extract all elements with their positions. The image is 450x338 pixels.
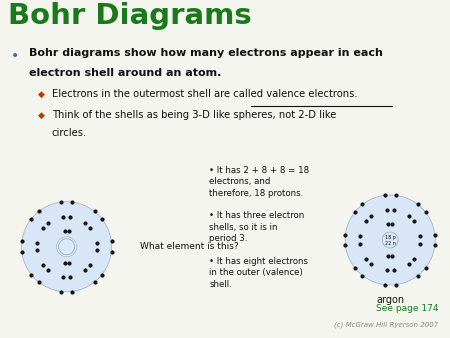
Circle shape bbox=[36, 217, 97, 277]
Text: 18 p: 18 p bbox=[385, 236, 396, 240]
Text: Bohr Diagrams: Bohr Diagrams bbox=[8, 2, 252, 30]
Text: • It has 2 + 8 + 8 = 18
electrons, and
therefore, 18 protons.: • It has 2 + 8 + 8 = 18 electrons, and t… bbox=[209, 166, 310, 197]
Circle shape bbox=[382, 232, 398, 248]
Circle shape bbox=[374, 224, 406, 256]
Text: 22 n: 22 n bbox=[385, 241, 396, 246]
Circle shape bbox=[22, 202, 112, 292]
Text: Bohr diagrams show how many electrons appear in each: Bohr diagrams show how many electrons ap… bbox=[29, 48, 383, 58]
Text: See page 174: See page 174 bbox=[376, 304, 439, 313]
Text: Think of the shells as being 3-D like spheres, not 2-D like: Think of the shells as being 3-D like sp… bbox=[52, 110, 336, 120]
Circle shape bbox=[345, 195, 435, 285]
Text: Electrons in the outermost shell are called valence electrons.: Electrons in the outermost shell are cal… bbox=[52, 89, 357, 99]
Text: circles.: circles. bbox=[52, 128, 87, 138]
Text: •: • bbox=[11, 49, 19, 63]
Text: • It has eight electrons
in the outer (valence)
shell.: • It has eight electrons in the outer (v… bbox=[209, 257, 308, 289]
Text: • It has three electron
shells, so it is in
period 3.: • It has three electron shells, so it is… bbox=[209, 211, 305, 243]
Circle shape bbox=[50, 231, 83, 263]
Circle shape bbox=[360, 210, 420, 270]
Circle shape bbox=[57, 237, 76, 257]
Text: electron shell around an atom.: electron shell around an atom. bbox=[29, 68, 221, 78]
Circle shape bbox=[58, 239, 75, 255]
Text: What element is this?: What element is this? bbox=[140, 242, 238, 251]
Text: ◆: ◆ bbox=[38, 111, 45, 120]
Text: (c) McGraw Hill Ryerson 2007: (c) McGraw Hill Ryerson 2007 bbox=[334, 321, 439, 328]
Text: argon: argon bbox=[376, 295, 404, 305]
Text: ◆: ◆ bbox=[38, 90, 45, 99]
